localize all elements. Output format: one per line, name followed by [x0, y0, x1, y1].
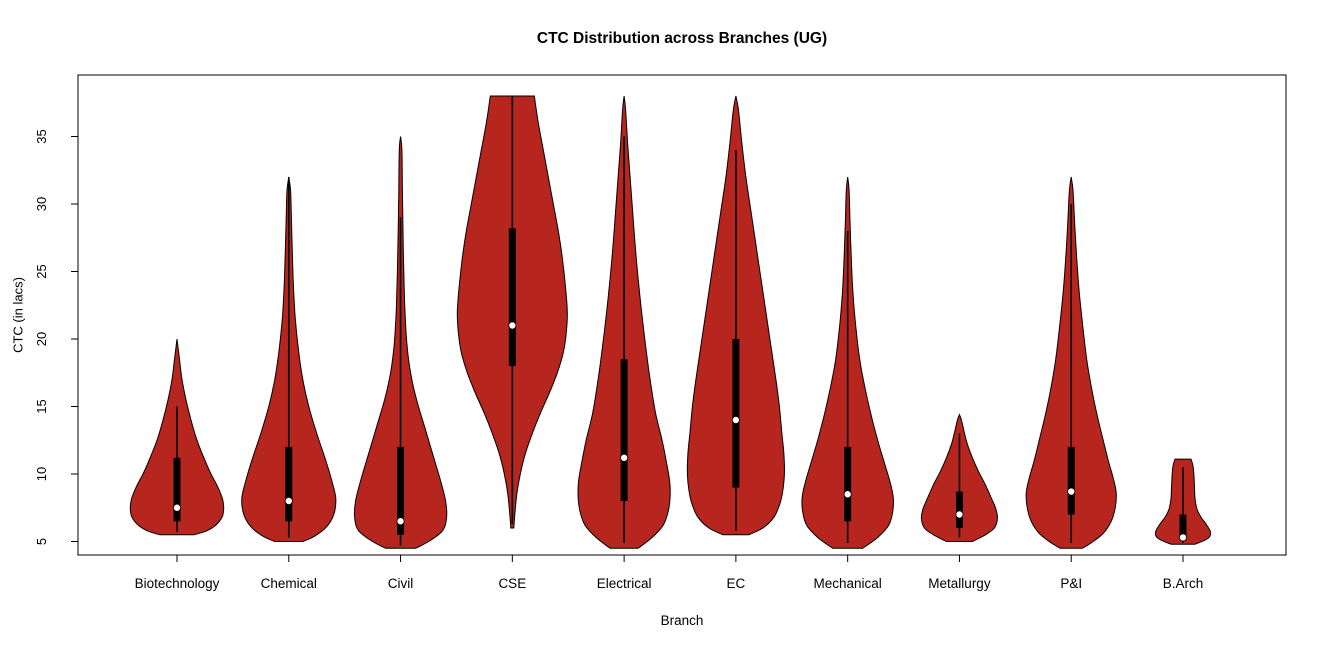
chart-title: CTC Distribution across Branches (UG)	[536, 30, 828, 47]
y-tick-label-35: 35	[34, 129, 49, 143]
iqr-box-biotechnology	[173, 457, 181, 522]
x-tick-label-b-arch: B.Arch	[1163, 576, 1204, 591]
iqr-box-cse	[508, 228, 516, 366]
x-tick-label-civil: Civil	[388, 576, 414, 591]
median-dot-ec	[731, 415, 740, 424]
y-tick-label-25: 25	[34, 264, 49, 278]
x-axis-label: Branch	[660, 613, 704, 628]
x-tick-label-ec: EC	[727, 576, 746, 591]
iqr-box-mechanical	[844, 447, 852, 522]
x-tick-label-chemical: Chemical	[261, 576, 317, 591]
plot-border	[77, 74, 1287, 556]
y-tick-label-20: 20	[34, 332, 49, 346]
iqr-box-civil	[397, 447, 405, 535]
y-tick-label-15: 15	[34, 399, 49, 413]
iqr-box-chemical	[285, 447, 293, 522]
y-tick-label-5: 5	[34, 538, 49, 545]
median-dot-cse	[508, 321, 517, 330]
median-dot-b-arch	[1179, 533, 1188, 542]
x-tick-label-biotechnology: Biotechnology	[135, 576, 220, 591]
median-dot-electrical	[620, 453, 629, 462]
median-dot-chemical	[284, 496, 293, 505]
iqr-box-b-arch	[1179, 514, 1187, 541]
median-dot-civil	[396, 517, 405, 526]
iqr-box-metallurgy	[955, 491, 963, 528]
iqr-box-ec	[732, 339, 740, 488]
x-tick-label-p-i: P&I	[1060, 576, 1082, 591]
x-tick-label-electrical: Electrical	[597, 576, 652, 591]
y-tick-label-30: 30	[34, 197, 49, 211]
median-dot-mechanical	[843, 490, 852, 499]
iqr-box-electrical	[620, 359, 628, 501]
median-dot-biotechnology	[172, 503, 181, 512]
iqr-box-p-i	[1067, 447, 1075, 515]
y-axis-label: CTC (in lacs)	[10, 277, 26, 353]
x-tick-label-metallurgy: Metallurgy	[928, 576, 991, 591]
x-tick-label-mechanical: Mechanical	[814, 576, 882, 591]
x-tick-label-cse: CSE	[498, 576, 526, 591]
median-dot-metallurgy	[955, 510, 964, 519]
median-dot-p-i	[1067, 487, 1076, 496]
y-tick-label-10: 10	[34, 467, 49, 481]
